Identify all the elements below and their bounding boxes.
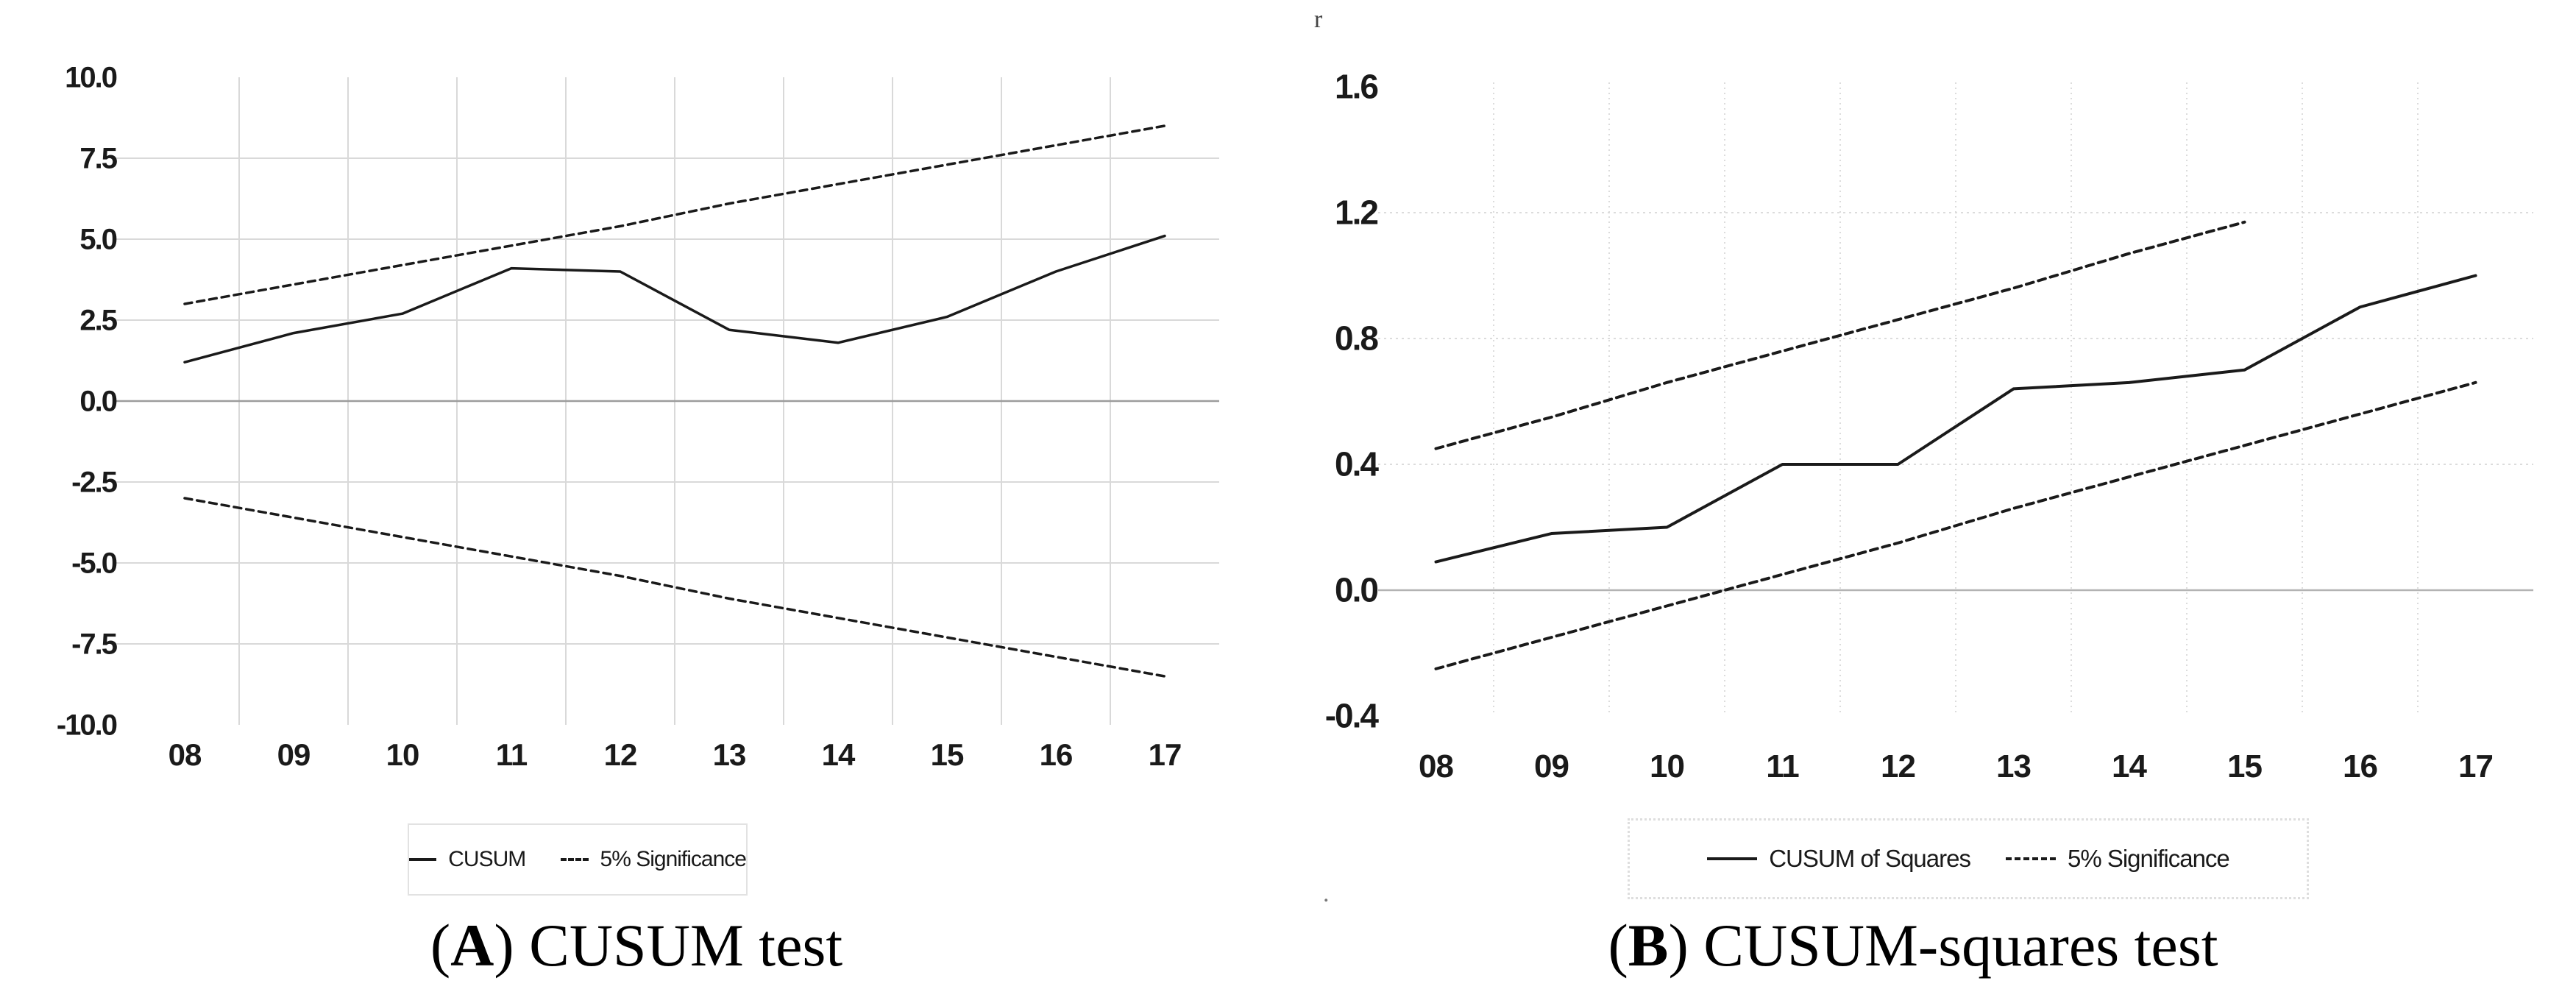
- caption-a-open: (: [430, 912, 451, 979]
- x-tick-label: 17: [2458, 748, 2493, 784]
- x-tick-label: 09: [277, 737, 311, 772]
- y-tick-label: 0.8: [1335, 319, 1378, 358]
- series-line-5-significance-lower: [183, 497, 1166, 678]
- y-tick-label: 7.5: [79, 143, 117, 175]
- series-line-5-significance-lower: [1434, 380, 2477, 670]
- significance-line-swatch-a: [561, 858, 589, 861]
- y-tick-label: 0.0: [79, 386, 116, 418]
- y-tick-label: -10.0: [57, 709, 117, 742]
- x-tick-label: 10: [386, 737, 419, 772]
- series-line-5-significance-upper: [1434, 220, 2246, 450]
- series-line-cusum: [183, 234, 1166, 364]
- series-line-cusum-of-squares: [1434, 274, 2477, 564]
- x-tick-label: 13: [713, 737, 746, 772]
- caption-b-letter: B: [1628, 912, 1669, 979]
- caption-b-open: (: [1608, 912, 1628, 979]
- x-tick-label: 15: [931, 737, 964, 772]
- x-tick-label: 16: [2343, 748, 2377, 784]
- cusum-line-swatch: [409, 858, 437, 861]
- y-tick-label: 10.0: [65, 62, 117, 94]
- y-tick-label: 1.2: [1335, 194, 1377, 232]
- x-tick-label: 17: [1149, 737, 1182, 772]
- x-tick-label: 12: [604, 737, 637, 772]
- y-tick-label: -0.4: [1325, 697, 1380, 735]
- x-tick-label: 16: [1040, 737, 1073, 772]
- x-tick-label: 09: [1534, 748, 1569, 784]
- x-tick-label: 15: [2227, 748, 2262, 784]
- x-tick-label: 14: [822, 737, 856, 772]
- caption-a-letter: A: [450, 912, 494, 979]
- caption-panel-b: (B) CUSUM-squares test: [1545, 905, 2281, 993]
- y-tick-label: -5.0: [71, 547, 117, 580]
- x-tick-label: 10: [1650, 748, 1684, 784]
- y-tick-label: 2.5: [79, 305, 117, 337]
- y-tick-label: 1.6: [1335, 68, 1377, 106]
- stray-mark: r: [1314, 6, 1323, 33]
- caption-a-rest: ) CUSUM test: [494, 912, 843, 979]
- legend-label-significance-b: 5% Significance: [2067, 845, 2230, 872]
- x-tick-label: 08: [1419, 748, 1453, 784]
- legend-panel-b: CUSUM of Squares 5% Significance: [1628, 818, 2309, 899]
- x-tick-label: 14: [2112, 748, 2147, 784]
- stray-dot: .: [1323, 880, 1330, 907]
- legend-label-significance-a: 5% Significance: [600, 847, 747, 871]
- y-tick-label: -2.5: [71, 467, 118, 499]
- cusumsq-line-swatch: [1707, 857, 1758, 860]
- x-tick-label: 11: [496, 737, 528, 772]
- x-tick-label: 12: [1881, 748, 1915, 784]
- y-tick-label: 0.4: [1335, 445, 1379, 483]
- legend-label-cusumsq: CUSUM of Squares: [1769, 845, 1971, 872]
- legend-panel-a: CUSUM 5% Significance: [408, 823, 748, 896]
- y-tick-label: 0.0: [1335, 571, 1377, 609]
- x-tick-label: 11: [1766, 748, 1799, 784]
- caption-b-rest: ) CUSUM-squares test: [1668, 912, 2218, 979]
- caption-panel-a: (A) CUSUM test: [250, 905, 1023, 993]
- series-line-5-significance-upper: [183, 124, 1166, 305]
- x-tick-label: 13: [1996, 748, 2031, 784]
- y-tick-label: 5.0: [79, 224, 116, 256]
- y-tick-label: -7.5: [71, 628, 118, 661]
- significance-line-swatch-b: [2005, 857, 2056, 860]
- x-tick-label: 08: [168, 737, 202, 772]
- legend-label-cusum: CUSUM: [448, 847, 526, 871]
